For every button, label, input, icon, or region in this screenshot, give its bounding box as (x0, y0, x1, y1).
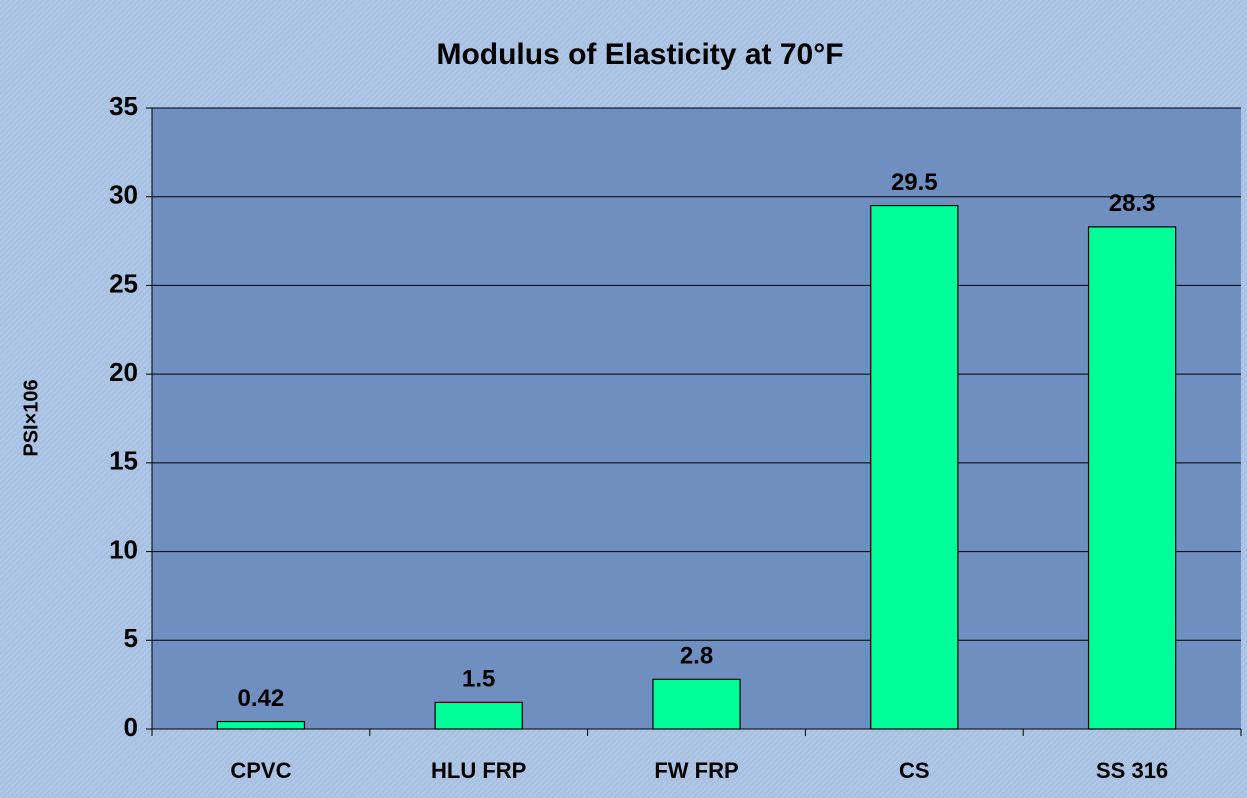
y-tick-label: 35 (109, 91, 138, 121)
bar (434, 701, 523, 730)
chart-title: Modulus of Elasticity at 70°F (436, 38, 843, 71)
data-label: 28.3 (1109, 190, 1156, 217)
y-tick-label: 30 (109, 180, 138, 210)
x-tick-label: HLU FRP (431, 758, 526, 783)
bar (652, 678, 741, 730)
data-label: 29.5 (891, 169, 938, 196)
y-tick-label: 10 (109, 534, 138, 564)
y-tick-label: 20 (109, 357, 138, 387)
data-label: 2.8 (680, 643, 713, 670)
bar (216, 720, 306, 730)
bar (1087, 226, 1177, 730)
y-tick-label: 15 (109, 446, 138, 476)
plot-area (152, 108, 1241, 729)
data-label: 0.42 (238, 685, 285, 712)
y-tick-label: 5 (124, 623, 138, 653)
x-tick-label: SS 316 (1096, 758, 1168, 783)
y-axis-label: PSI×106 (20, 379, 42, 456)
x-tick-label: CPVC (230, 758, 291, 783)
y-tick-label: 25 (109, 268, 138, 298)
y-tick-label: 0 (124, 712, 138, 742)
x-tick-label: FW FRP (654, 758, 738, 783)
bar (870, 204, 959, 730)
data-label: 1.5 (462, 666, 495, 693)
x-tick-label: CS (899, 758, 930, 783)
